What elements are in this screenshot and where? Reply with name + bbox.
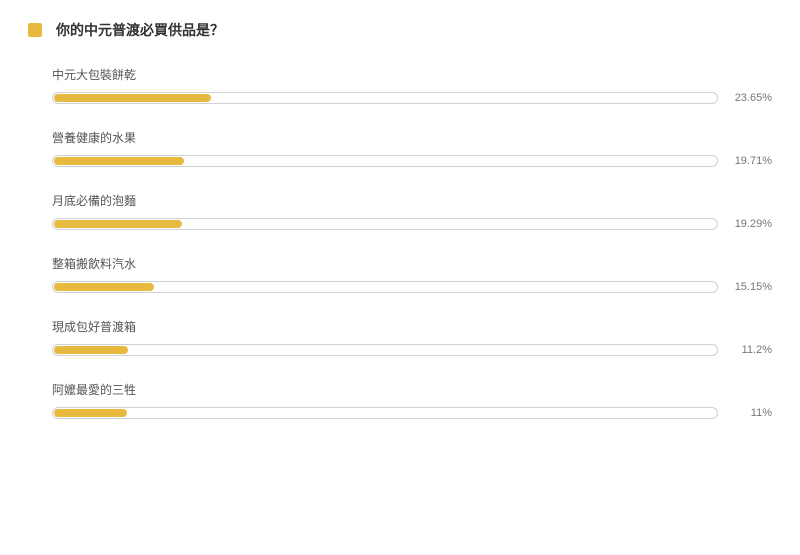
poll-bar-track: [52, 407, 718, 419]
poll-item-label: 月底必備的泡麵: [52, 192, 772, 209]
poll-marker-icon: [28, 23, 42, 37]
poll-item: 現成包好普渡箱 11.2%: [52, 318, 772, 356]
poll-bar-track: [52, 344, 718, 356]
poll-bar-fill: [54, 346, 128, 354]
poll-item-label: 營養健康的水果: [52, 129, 772, 146]
poll-title: 你的中元普渡必買供品是？: [56, 20, 224, 40]
poll-item-percent: 19.29%: [724, 218, 772, 230]
poll-item-label: 阿嬤最愛的三牲: [52, 381, 772, 398]
poll-items: 中元大包裝餅乾 23.65% 營養健康的水果 19.71% 月底必備的泡麵 19.29% 整…: [28, 66, 772, 419]
poll-item-label: 現成包好普渡箱: [52, 318, 772, 335]
poll-item-percent: 15.15%: [724, 281, 772, 293]
poll-item-bar-row: 11.2%: [52, 344, 772, 356]
poll-item: 整箱搬飲料汽水 15.15%: [52, 255, 772, 293]
poll-item-label: 整箱搬飲料汽水: [52, 255, 772, 272]
poll-bar-fill: [54, 94, 211, 102]
poll-container: 你的中元普渡必買供品是？ 中元大包裝餅乾 23.65% 營養健康的水果 19.71% 月…: [0, 0, 800, 555]
poll-bar-fill: [54, 409, 127, 417]
poll-bar-track: [52, 155, 718, 167]
poll-item-percent: 19.71%: [724, 155, 772, 167]
poll-item-label: 中元大包裝餅乾: [52, 66, 772, 83]
poll-item-percent: 23.65%: [724, 92, 772, 104]
poll-item-percent: 11%: [724, 407, 772, 419]
poll-item: 營養健康的水果 19.71%: [52, 129, 772, 167]
poll-bar-fill: [54, 157, 184, 165]
poll-bar-track: [52, 92, 718, 104]
poll-item-bar-row: 19.71%: [52, 155, 772, 167]
poll-item: 中元大包裝餅乾 23.65%: [52, 66, 772, 104]
poll-item-percent: 11.2%: [724, 344, 772, 356]
poll-bar-fill: [54, 220, 182, 228]
poll-bar-fill: [54, 283, 154, 291]
poll-header: 你的中元普渡必買供品是？: [28, 20, 772, 40]
poll-item: 阿嬤最愛的三牲 11%: [52, 381, 772, 419]
poll-item-bar-row: 19.29%: [52, 218, 772, 230]
poll-item-bar-row: 23.65%: [52, 92, 772, 104]
poll-item-bar-row: 11%: [52, 407, 772, 419]
poll-bar-track: [52, 218, 718, 230]
poll-item-bar-row: 15.15%: [52, 281, 772, 293]
poll-bar-track: [52, 281, 718, 293]
poll-item: 月底必備的泡麵 19.29%: [52, 192, 772, 230]
